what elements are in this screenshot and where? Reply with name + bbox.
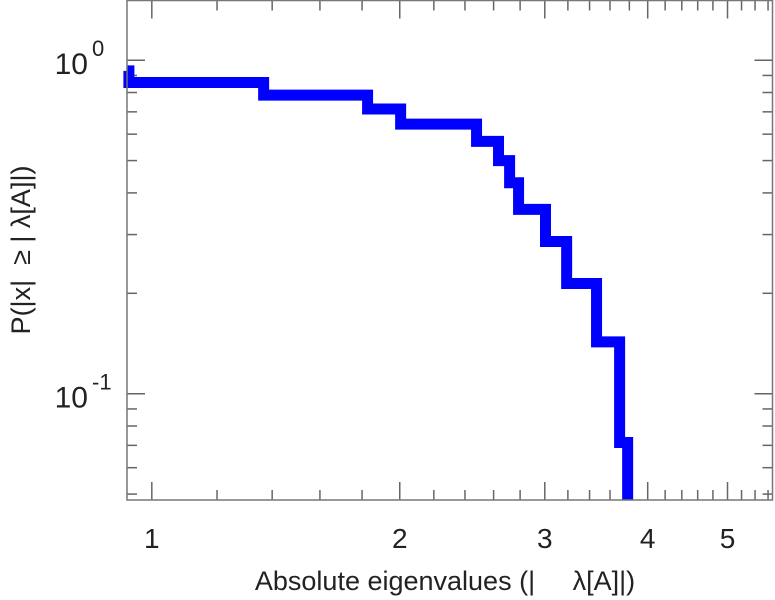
- x-tick-label: 4: [640, 523, 656, 554]
- y-tick-label: 10: [55, 48, 88, 81]
- x-tick-label: 5: [720, 523, 736, 554]
- plot-frame: [126, 0, 774, 501]
- y-axis-label: P(|x| ≥ | λ[A]|): [6, 166, 36, 335]
- x-tick-label: 2: [392, 523, 408, 554]
- y-tick-exponent: 0: [92, 36, 104, 61]
- series-line: [123, 65, 634, 500]
- x-tick-label: 1: [144, 523, 160, 554]
- y-tick-exponent: -1: [92, 370, 112, 395]
- x-tick-label: 3: [537, 523, 553, 554]
- series-layer: [123, 65, 634, 500]
- x-axis-label: Absolute eigenvalues (| λ[A]|): [255, 566, 635, 596]
- y-tick-label: 10: [55, 382, 88, 415]
- axis-ticks: [127, 0, 773, 500]
